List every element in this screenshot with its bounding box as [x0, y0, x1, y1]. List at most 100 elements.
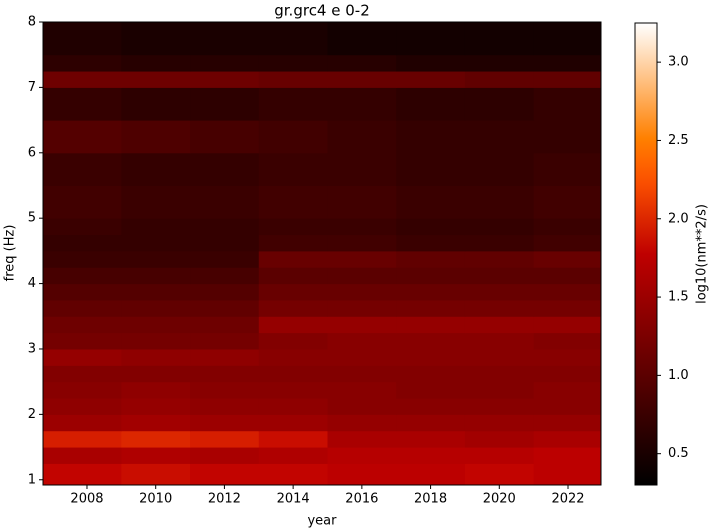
heatmap-cell	[43, 267, 122, 285]
x-tick-label: 2014	[277, 492, 310, 507]
heatmap-cell	[258, 120, 328, 154]
heatmap-cell	[464, 234, 535, 252]
heatmap-cell	[43, 152, 122, 186]
heatmap	[43, 22, 602, 486]
heatmap-cell	[190, 87, 260, 121]
heatmap-cell	[396, 348, 466, 366]
heatmap-cell	[396, 267, 466, 285]
heatmap-cell	[190, 120, 260, 154]
heatmap-cell	[190, 381, 260, 399]
heatmap-cell	[258, 218, 328, 236]
heatmap-cell	[464, 152, 535, 186]
heatmap-cell	[43, 299, 122, 317]
heatmap-cell	[396, 299, 466, 317]
heatmap-cell	[396, 447, 466, 464]
heatmap-cell	[43, 398, 122, 415]
y-tick-label: 5	[28, 211, 36, 226]
heatmap-cell	[464, 381, 535, 399]
heatmap-cell	[396, 250, 466, 268]
heatmap-cell	[464, 332, 535, 350]
heatmap-cell	[121, 283, 191, 301]
heatmap-cell	[464, 218, 535, 236]
heatmap-cell	[464, 316, 535, 334]
heatmap-cell	[190, 218, 260, 236]
heatmap-cell	[43, 250, 122, 268]
heatmap-cell	[327, 22, 397, 56]
y-tick-label: 3	[28, 341, 36, 356]
heatmap-cell	[121, 71, 191, 88]
heatmap-cell	[327, 414, 397, 432]
heatmap-cell	[190, 267, 260, 285]
heatmap-cell	[533, 447, 602, 464]
heatmap-cell	[43, 54, 122, 72]
heatmap-cell	[121, 430, 191, 448]
heatmap-cell	[396, 218, 466, 236]
heatmap-cell	[533, 71, 602, 88]
chart-title: gr.grc4 e 0-2	[274, 2, 370, 20]
heatmap-cell	[533, 152, 602, 186]
heatmap-cell	[396, 234, 466, 252]
y-tick-label: 1	[28, 472, 36, 487]
x-tick-label: 2008	[70, 492, 103, 507]
heatmap-cell	[396, 414, 466, 432]
heatmap-cell	[190, 398, 260, 415]
heatmap-cell	[190, 316, 260, 334]
heatmap-cell	[190, 234, 260, 252]
heatmap-cell	[258, 185, 328, 219]
heatmap-cell	[327, 234, 397, 252]
heatmap-cell	[121, 120, 191, 154]
heatmap-cell	[43, 365, 122, 383]
heatmap-cell	[121, 54, 191, 72]
colorbar-tick-label: 1.5	[668, 290, 689, 305]
heatmap-cell	[258, 447, 328, 464]
heatmap-cell	[464, 463, 535, 486]
heatmap-cell	[396, 283, 466, 301]
heatmap-cell	[121, 152, 191, 186]
heatmap-cell	[43, 348, 122, 366]
heatmap-cell	[464, 398, 535, 415]
y-tick-label: 4	[28, 276, 36, 291]
heatmap-cell	[190, 332, 260, 350]
heatmap-cell	[43, 447, 122, 464]
heatmap-cell	[327, 447, 397, 464]
heatmap-cell	[190, 463, 260, 486]
heatmap-cell	[464, 250, 535, 268]
heatmap-cell	[464, 54, 535, 72]
x-axis-label: year	[307, 514, 337, 529]
heatmap-cell	[533, 87, 602, 121]
colorbar-tick-label: 3.0	[668, 55, 689, 70]
heatmap-cell	[396, 398, 466, 415]
y-tick-label: 6	[28, 145, 36, 160]
heatmap-cell	[121, 414, 191, 432]
heatmap-cell	[43, 22, 122, 56]
heatmap-cell	[190, 283, 260, 301]
heatmap-cell	[327, 152, 397, 186]
heatmap-cell	[258, 87, 328, 121]
heatmap-cell	[396, 87, 466, 121]
heatmap-cell	[190, 348, 260, 366]
heatmap-cell	[327, 283, 397, 301]
heatmap-cell	[43, 71, 122, 88]
y-tick-label: 8	[28, 15, 36, 30]
heatmap-cell	[43, 430, 122, 448]
heatmap-cell	[464, 267, 535, 285]
heatmap-cell	[533, 430, 602, 448]
heatmap-cell	[464, 365, 535, 383]
heatmap-cell	[121, 87, 191, 121]
heatmap-cell	[464, 348, 535, 366]
heatmap-cell	[258, 250, 328, 268]
heatmap-cell	[327, 348, 397, 366]
heatmap-cell	[464, 283, 535, 301]
heatmap-cell	[533, 299, 602, 317]
heatmap-cell	[258, 348, 328, 366]
heatmap-cell	[327, 398, 397, 415]
heatmap-cell	[43, 414, 122, 432]
heatmap-cell	[258, 463, 328, 486]
heatmap-cell	[533, 332, 602, 350]
heatmap-cell	[43, 381, 122, 399]
heatmap-cell	[43, 185, 122, 219]
heatmap-cell	[396, 54, 466, 72]
heatmap-cell	[190, 250, 260, 268]
y-axis-label: freq (Hz)	[3, 225, 18, 282]
